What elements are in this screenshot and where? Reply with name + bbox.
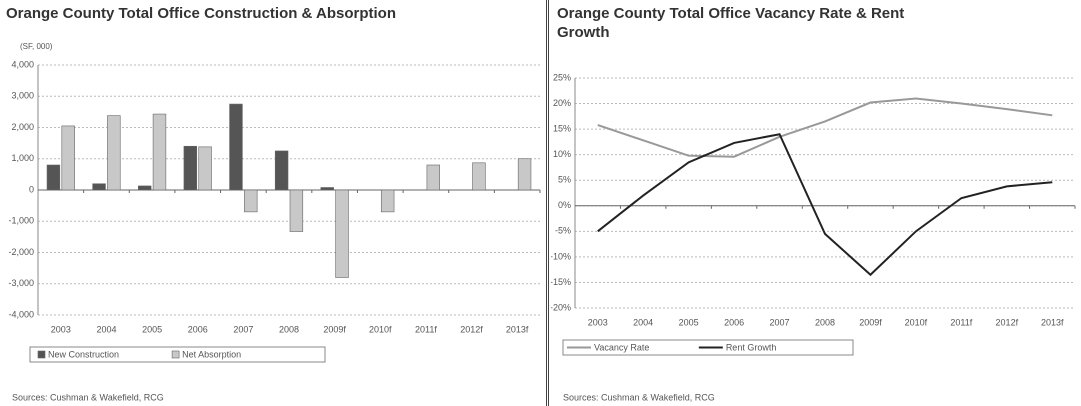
x-tick-label: 2009f <box>323 324 346 334</box>
y-tick-label: -3,000 <box>8 278 34 288</box>
panel: (SF, 000) 4,000 3,000 2,000 1,000 0 -1,000 -2,0… <box>6 5 541 402</box>
bar <box>92 183 106 191</box>
x-tick-label: 2007 <box>770 317 790 327</box>
source: Sources: Cushman & Wakefield, RCG <box>563 392 715 402</box>
chart: (SF, 000) 4,000 3,000 2,000 1,000 0 -1,000 -2,0… <box>8 42 541 402</box>
y-tick-label: -2,000 <box>8 247 34 257</box>
legend-label: New Construction <box>48 349 119 359</box>
x-tick-label: 2006 <box>188 324 208 334</box>
bar <box>289 189 304 232</box>
y-tick-label: -20% <box>551 302 571 312</box>
x-tick-label: 2005 <box>142 324 162 334</box>
bar <box>244 189 258 213</box>
y-tick-label: 5% <box>558 175 571 185</box>
chart-title: Orange County Total Office Construction … <box>6 5 396 22</box>
x-tick-label: 2008 <box>279 324 299 334</box>
y-tick-label: 10% <box>553 149 571 159</box>
bar <box>380 189 395 213</box>
legend-swatch <box>171 350 180 359</box>
y-tick-label: 4,000 <box>11 59 34 69</box>
x-tick-label: 2004 <box>633 317 653 327</box>
x-tick-label: 2005 <box>679 317 699 327</box>
bar <box>183 145 198 191</box>
chart: 25% 20% 15% 10% 5% 0% -5% -10% -15% -20% 2003 2004 2… <box>551 72 1076 402</box>
legend-box <box>562 339 854 356</box>
line <box>597 97 1053 158</box>
x-tick-label: 2004 <box>96 324 116 334</box>
legend-label: Net Absorption <box>182 349 241 359</box>
bar <box>107 115 121 191</box>
x-tick-label: 2010f <box>369 324 392 334</box>
legend-box <box>29 346 326 363</box>
bar <box>46 164 61 191</box>
y-tick-label: -1,000 <box>8 216 34 226</box>
divider <box>546 0 549 406</box>
source: Sources: Cushman & Wakefield, RCG <box>12 392 164 402</box>
bar <box>229 103 243 191</box>
x-tick-label: 2003 <box>588 317 608 327</box>
y-tick-label: 15% <box>553 123 571 133</box>
y-tick-label: -5% <box>555 226 571 236</box>
panel: 25% 20% 15% 10% 5% 0% -5% -10% -15% -20% 2003 2004 2… <box>551 0 1081 406</box>
y-tick-label: -15% <box>551 277 571 287</box>
x-tick-label: 2012f <box>460 324 483 334</box>
line <box>597 133 1053 277</box>
bar <box>198 146 212 191</box>
y-tick-label: 25% <box>553 72 571 82</box>
bar <box>138 185 152 191</box>
x-tick-label: 2007 <box>233 324 253 334</box>
legend-swatch <box>37 350 46 359</box>
x-tick-label: 2012f <box>996 317 1019 327</box>
y-tick-label: 0 <box>29 184 34 194</box>
bar <box>472 162 486 191</box>
x-tick-label: 2008 <box>815 317 835 327</box>
x-tick-label: 2011f <box>415 324 437 334</box>
bar <box>517 158 532 191</box>
x-tick-label: 2009f <box>859 317 882 327</box>
y-tick-label: -10% <box>551 251 571 261</box>
chart-title: Orange County Total Office Vacancy Rate … <box>557 5 905 41</box>
axis-unit: (SF, 000) <box>20 42 53 51</box>
bar <box>61 125 75 191</box>
bar <box>152 113 167 191</box>
x-tick-label: 2010f <box>905 317 928 327</box>
bar <box>274 150 289 191</box>
y-tick-label: 3,000 <box>11 91 34 101</box>
bar <box>320 187 334 191</box>
bar <box>335 189 349 278</box>
x-tick-label: 2006 <box>724 317 744 327</box>
x-tick-label: 2013f <box>506 324 529 334</box>
x-tick-label: 2003 <box>51 324 71 334</box>
x-tick-label: 2011f <box>950 317 972 327</box>
y-tick-label: 1,000 <box>11 153 34 163</box>
y-tick-label: 2,000 <box>11 122 34 132</box>
legend-label: Vacancy Rate <box>594 342 649 352</box>
legend-label: Rent Growth <box>726 342 777 352</box>
y-tick-label: -4,000 <box>8 309 34 319</box>
x-tick-label: 2013f <box>1041 317 1064 327</box>
y-tick-label: 0% <box>558 200 571 210</box>
bar <box>426 164 440 191</box>
y-tick-label: 20% <box>553 98 571 108</box>
